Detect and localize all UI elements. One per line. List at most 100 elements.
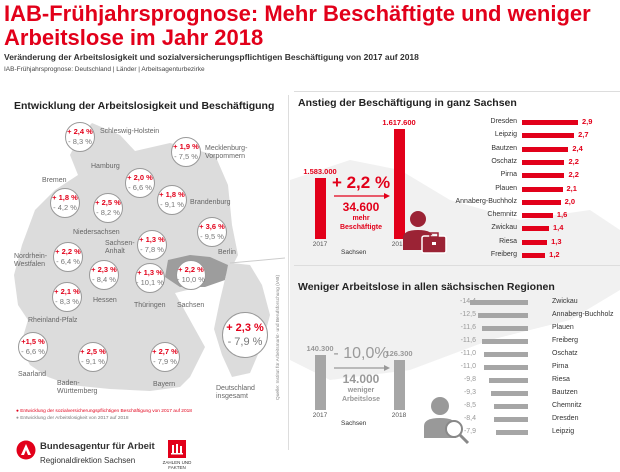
region-bar xyxy=(494,417,528,422)
sachsen-background-shape xyxy=(290,160,620,380)
legend-employment: Entwicklung der sozialversicherungspflic… xyxy=(20,409,192,414)
diff-text: Arbeitslose xyxy=(341,396,381,403)
employment-change: + 1,9 % xyxy=(173,142,199,151)
unemployment-change: - 10,0 % xyxy=(177,275,205,284)
employment-change: + 2,4 % xyxy=(67,127,93,136)
page-title: IAB-Frühjahrsprognose: Mehr Beschäftigte… xyxy=(4,1,591,50)
region-bar xyxy=(478,313,528,318)
unemployment-change: - 8,4 % xyxy=(92,275,116,284)
diff-text: weniger xyxy=(347,387,375,394)
region-label: Sachsen xyxy=(341,420,367,427)
region-label: Riesa xyxy=(499,237,517,245)
legend-unemployment: Entwicklung der Arbeitslosigkeit von 201… xyxy=(20,416,129,421)
state-bubble: + 1,3 % - 10,1 % xyxy=(135,263,165,293)
region-value: 1,6 xyxy=(556,210,568,220)
unemployment-change: - 10,1 % xyxy=(136,278,164,287)
region-bar xyxy=(522,253,546,258)
region-label: Bautzen xyxy=(552,389,578,396)
unemployment-change: - 6,6 % xyxy=(21,347,45,356)
state-label: Baden-Württemberg xyxy=(57,380,98,395)
region-label: Chemnitz xyxy=(487,211,517,219)
region-value: -9,8 xyxy=(463,376,476,383)
state-label: Bremen xyxy=(42,177,67,184)
total-bar-2018 xyxy=(394,360,405,410)
employment-change: + 2,3 % xyxy=(226,322,264,334)
region-label: Dresden xyxy=(490,118,517,125)
map-legend: ● Entwicklung der sozialversicherungspfl… xyxy=(16,408,192,422)
unemployment-change: - 8,2 % xyxy=(96,208,120,217)
region-bar xyxy=(522,159,565,165)
total-bar-2018 xyxy=(394,129,405,239)
region-value: -11,0 xyxy=(460,350,476,357)
region-label: Riesa xyxy=(552,376,570,383)
employment-change: +1,5 % xyxy=(21,337,45,346)
region-value: -7,9 xyxy=(463,428,476,435)
employment-change: + 2,5 % xyxy=(95,198,121,207)
state-label: Nordrhein-Westfalen xyxy=(14,253,48,268)
arrow-right-icon xyxy=(334,193,390,199)
subtitle-secondary: IAB-Frühjahrsprognose: Deutschland | Län… xyxy=(4,66,205,73)
region-value: 2,2 xyxy=(568,156,579,166)
total-bar-2017 xyxy=(315,178,326,239)
state-label: Niedersachsen xyxy=(73,229,120,236)
total-label: 1.617.600 xyxy=(382,118,416,127)
ba-logo-icon xyxy=(16,440,36,460)
state-bubble: + 2,1 % - 8,3 % xyxy=(52,282,82,312)
region-label: Leipzig xyxy=(552,428,575,435)
org-name: Bundesagentur für Arbeit xyxy=(40,441,155,452)
state-bubble: + 2,7 % - 7,9 % xyxy=(150,342,180,372)
state-bubble: + 1,3 % - 7,8 % xyxy=(137,230,167,260)
region-bar xyxy=(522,186,563,192)
region-label: Oschatz xyxy=(552,350,578,357)
region-value: 2,2 xyxy=(568,170,579,180)
region-label: Zwickau xyxy=(552,298,578,305)
region-bar xyxy=(522,173,565,179)
zahlen-fakten-label: ZAHLEN UND FAKTEN xyxy=(162,460,192,470)
region-label: Annaberg-Buchholz xyxy=(455,197,518,205)
state-label: Rheinland-Pfalz xyxy=(28,317,78,324)
state-label: Bayern xyxy=(153,381,176,388)
region-bar xyxy=(470,300,528,305)
region-label: Pirna xyxy=(552,363,569,370)
panel-top-border xyxy=(294,91,620,92)
region-label: Dresden xyxy=(552,415,579,422)
region-label: Chemnitz xyxy=(552,402,582,409)
map-title: Entwicklung der Arbeitslosigkeit und Bes… xyxy=(14,100,275,112)
state-bubble: + 3,6 % - 9,5 % xyxy=(197,217,227,247)
state-bubble: + 1,8 % - 9,1 % xyxy=(157,185,187,215)
region-label: Freiberg xyxy=(490,251,517,258)
region-value: 2,0 xyxy=(564,196,576,206)
diff-value: 14.000 xyxy=(342,372,380,386)
region-bar xyxy=(484,352,528,357)
region-label: Annaberg-Buchholz xyxy=(552,311,614,318)
region-value: 2,9 xyxy=(581,117,593,126)
employment-change: + 2,2 % xyxy=(55,247,81,256)
unemployment-change: - 7,8 % xyxy=(140,245,164,254)
region-value: 1,3 xyxy=(551,236,562,246)
state-label: Mecklenburg-Vorpommern xyxy=(205,145,248,160)
total-bar-2017 xyxy=(315,355,326,410)
unemployment-change: - 8,3 % xyxy=(68,137,92,146)
region-value: 2,4 xyxy=(572,143,583,153)
org-region: Regionaldirektion Sachsen xyxy=(40,456,136,465)
year-label: 2017 xyxy=(312,241,328,248)
state-bubble: + 2,2 % - 6,4 % xyxy=(53,242,83,272)
employment-change: + 2,0 % xyxy=(127,173,153,182)
total-label: 126.300 xyxy=(385,349,413,359)
zahlen-fakten-icon xyxy=(168,440,186,458)
change-percent: + 2,2 % xyxy=(331,173,391,192)
state-label: Deutschland insgesamt xyxy=(216,385,255,400)
state-bubble: + 2,3 % - 7,9 % xyxy=(222,312,268,358)
region-label: Leipzig xyxy=(494,131,517,139)
diff-text: Beschäftigte xyxy=(339,224,382,231)
state-label: Schleswig-Holstein xyxy=(100,128,160,135)
region-label: Pirna xyxy=(500,171,517,179)
region-label: Zwickau xyxy=(491,224,517,232)
state-bubble: + 1,9 % - 7,5 % xyxy=(171,137,201,167)
region-bar xyxy=(481,339,528,344)
employment-change: + 1,8 % xyxy=(159,190,185,199)
region-value: -9,3 xyxy=(463,389,476,396)
employment-change: + 1,3 % xyxy=(137,268,163,277)
region-label: Sachsen xyxy=(341,249,367,256)
legend-gray-dot: ● xyxy=(16,416,21,421)
